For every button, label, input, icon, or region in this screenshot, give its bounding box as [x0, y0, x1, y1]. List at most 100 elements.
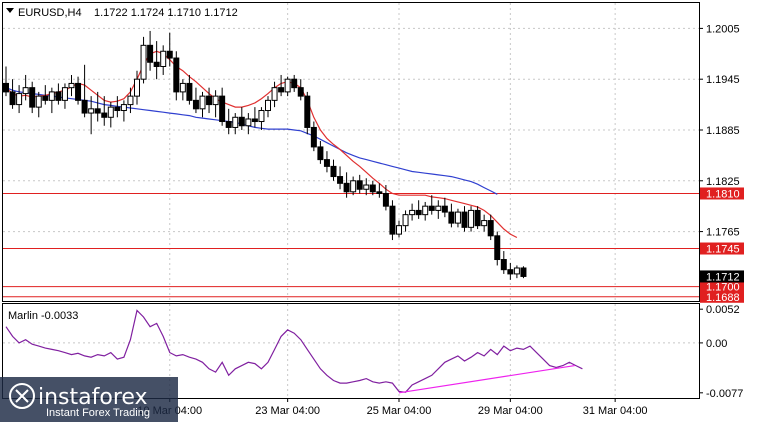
candle: [435, 200, 442, 219]
candle-body-bear: [461, 211, 468, 228]
candle: [317, 140, 324, 164]
candle: [468, 206, 475, 232]
candle-body-bear: [153, 61, 160, 67]
candle: [428, 195, 435, 215]
candle-body-bull: [363, 184, 370, 190]
candle-body-bull: [61, 87, 68, 101]
candle-body-bear: [9, 91, 16, 106]
candle: [9, 79, 16, 109]
candle-body-bear: [219, 95, 226, 123]
candle-body-bull: [140, 44, 147, 80]
candle: [304, 91, 311, 135]
candle-body-bull: [481, 220, 488, 227]
candle: [389, 200, 396, 241]
candle: [22, 74, 29, 101]
candle: [291, 74, 298, 92]
candle: [68, 74, 75, 97]
candle: [507, 262, 514, 280]
divergence-line[interactable]: [398, 364, 575, 394]
candle: [356, 174, 363, 194]
candle-body-bull: [409, 209, 416, 216]
candle-body-bull: [258, 110, 265, 123]
candle: [35, 91, 42, 118]
instaforex-logo: instaforex Instant Forex Trading: [0, 377, 178, 422]
candle-body-bear: [291, 78, 298, 89]
logo-subtitle: Instant Forex Trading: [46, 407, 150, 419]
candle: [284, 76, 291, 97]
candle-body-bull: [284, 78, 291, 93]
candle-body-bear: [192, 99, 199, 110]
candle: [107, 102, 114, 128]
level-price-label: 1.1700: [706, 282, 740, 294]
candles: [3, 30, 527, 280]
candle: [199, 91, 206, 118]
oscillator: [3, 309, 699, 394]
candle-body-bear: [343, 182, 350, 193]
candle: [212, 90, 219, 118]
candle-body-bear: [389, 205, 396, 235]
candle: [55, 83, 62, 105]
candle: [238, 107, 245, 130]
logo-brand: instaforex: [38, 385, 148, 410]
candle-body-bull: [48, 91, 55, 101]
candle-body-bull: [160, 50, 167, 67]
candle-body-bull: [134, 78, 140, 97]
candle: [323, 151, 330, 173]
candle: [454, 208, 461, 228]
candle-body-bull: [127, 95, 134, 106]
candle-body-bull: [120, 104, 127, 112]
candle-body-bear: [317, 146, 324, 161]
candle-body-bull: [435, 205, 442, 211]
candle: [278, 74, 285, 97]
candle-body-bull: [265, 99, 271, 112]
candle-body-bear: [81, 99, 88, 114]
candle-body-bear: [369, 184, 376, 193]
candle-body-bull: [68, 82, 75, 89]
candle-body-bear: [310, 126, 317, 148]
candle-body-bear: [297, 87, 304, 97]
candle: [173, 51, 180, 101]
level-price-box: [700, 280, 744, 293]
marlin-oscillator-line: [5, 309, 583, 393]
candle: [219, 87, 226, 126]
candle-body-bear: [487, 220, 494, 237]
candle-body-bear: [474, 209, 481, 227]
candle-body-bear: [448, 211, 455, 224]
candle: [81, 64, 88, 118]
candle-body-bear: [29, 87, 36, 108]
candle-body-bear: [304, 95, 311, 128]
candle: [481, 214, 488, 232]
candle: [258, 107, 265, 130]
candle-body-bear: [428, 205, 435, 211]
level-price-box: [700, 242, 744, 255]
candle-body-bear: [441, 205, 448, 213]
candle: [396, 220, 402, 238]
candle: [500, 251, 507, 274]
candle: [350, 176, 357, 196]
indicator-tick-label: -0.0077: [706, 388, 743, 400]
level-price-label: 1.1688: [706, 292, 740, 304]
candle: [310, 121, 317, 152]
candle: [232, 113, 239, 135]
candle-body-bear: [507, 269, 514, 275]
candle-body-bear: [520, 267, 527, 277]
symbol-dropdown-icon[interactable]: [6, 8, 14, 13]
candle-body-bull: [22, 87, 29, 95]
candle: [343, 172, 350, 198]
candle: [166, 32, 173, 67]
candle-body-bear: [376, 191, 383, 194]
candle: [402, 210, 409, 232]
candle-body-bear: [166, 50, 173, 59]
candle-body-bull: [199, 95, 206, 110]
candle-body-bear: [94, 108, 101, 114]
candle: [88, 96, 95, 135]
candle: [494, 231, 501, 266]
candle: [153, 41, 160, 80]
candle-body-bear: [337, 176, 344, 184]
current-price-label: 1.1712: [706, 271, 740, 283]
candle: [422, 201, 429, 221]
logo-mark-icon: [9, 383, 35, 409]
candle-body-bear: [173, 57, 180, 93]
candle: [140, 36, 147, 84]
